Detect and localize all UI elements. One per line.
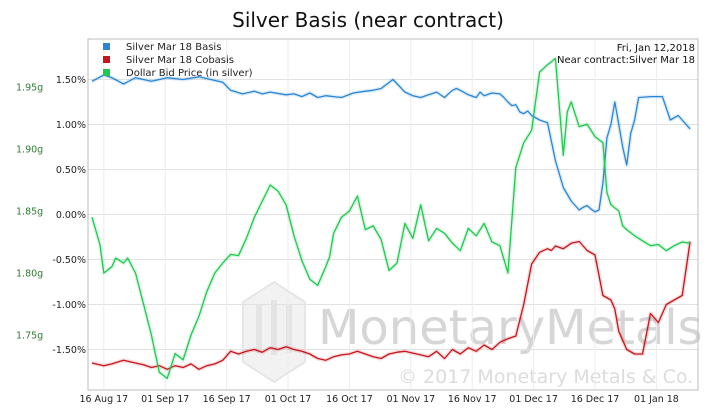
x-axis-tick-label: 01 Sep 17 xyxy=(141,394,189,405)
right-axis-tick-label: 0.50% xyxy=(56,165,86,176)
monetary-metals-logo-icon xyxy=(242,280,306,384)
x-axis-tick-label: 16 Oct 17 xyxy=(326,394,373,405)
left-axis: 1.75g 1.80g 1.85g 1.90g 1.95g xyxy=(16,83,43,342)
legend-swatch xyxy=(103,43,110,50)
series-lines xyxy=(90,56,693,381)
left-axis-tick-label: 1.90g xyxy=(16,145,43,156)
legend-label: Dollar Bid Price (in silver) xyxy=(126,68,253,79)
x-axis-tick-label: 16 Dec 17 xyxy=(571,394,620,405)
x-axis: 16 Aug 17 01 Sep 17 16 Sep 17 01 Oct 17 16 O… xyxy=(79,394,678,405)
right-axis-tick-label: -1.50% xyxy=(52,345,86,356)
right-axis: -1.50% -1.00% -0.50% 0.00% 0.50% 1.00% 1.50% xyxy=(52,75,86,356)
right-axis-tick-label: -1.00% xyxy=(52,300,86,311)
right-axis-tick-label: -0.50% xyxy=(52,255,86,266)
left-axis-tick-label: 1.85g xyxy=(16,207,43,218)
series-glow xyxy=(91,73,692,214)
x-axis-tick-label: 01 Jan 18 xyxy=(634,394,679,405)
date-note: Fri, Jan 12,2018 xyxy=(617,43,695,54)
contract-note: Near contract:Silver Mar 18 xyxy=(557,55,695,66)
series-line-2 xyxy=(91,57,691,380)
x-axis-tick-label: 16 Sep 17 xyxy=(203,394,251,405)
monetary-metals-watermark: MonetaryMetals © 2017 Monetary Metals & … xyxy=(242,280,703,388)
legend-swatch xyxy=(103,69,110,76)
x-axis-tick-label: 01 Oct 17 xyxy=(265,394,312,405)
watermark-text: MonetaryMetals xyxy=(318,300,703,356)
right-axis-tick-label: 1.50% xyxy=(56,75,86,86)
left-axis-tick-label: 1.75g xyxy=(16,331,43,342)
right-axis-tick-label: 1.00% xyxy=(56,120,86,131)
legend-swatch xyxy=(103,56,110,63)
legend-label: Silver Mar 18 Basis xyxy=(126,42,221,53)
plot-frame xyxy=(87,38,699,391)
chart-title: Silver Basis (near contract) xyxy=(232,8,504,32)
series-line-1 xyxy=(91,240,691,370)
x-axis-tick-label: 01 Nov 17 xyxy=(386,394,435,405)
x-axis-tick-label: 01 Dec 17 xyxy=(509,394,558,405)
right-axis-tick-label: 0.00% xyxy=(56,210,86,221)
left-axis-tick-label: 1.95g xyxy=(16,83,43,94)
legend: Silver Mar 18 Basis Silver Mar 18 Cobasis… xyxy=(103,42,253,79)
copyright-text: © 2017 Monetary Metals & Co. xyxy=(398,366,693,388)
x-axis-tick-label: 16 Aug 17 xyxy=(79,394,128,405)
series-line-0 xyxy=(91,74,691,213)
left-axis-tick-label: 1.80g xyxy=(16,269,43,280)
legend-label: Silver Mar 18 Cobasis xyxy=(126,55,234,66)
x-axis-tick-label: 16 Nov 17 xyxy=(448,394,497,405)
